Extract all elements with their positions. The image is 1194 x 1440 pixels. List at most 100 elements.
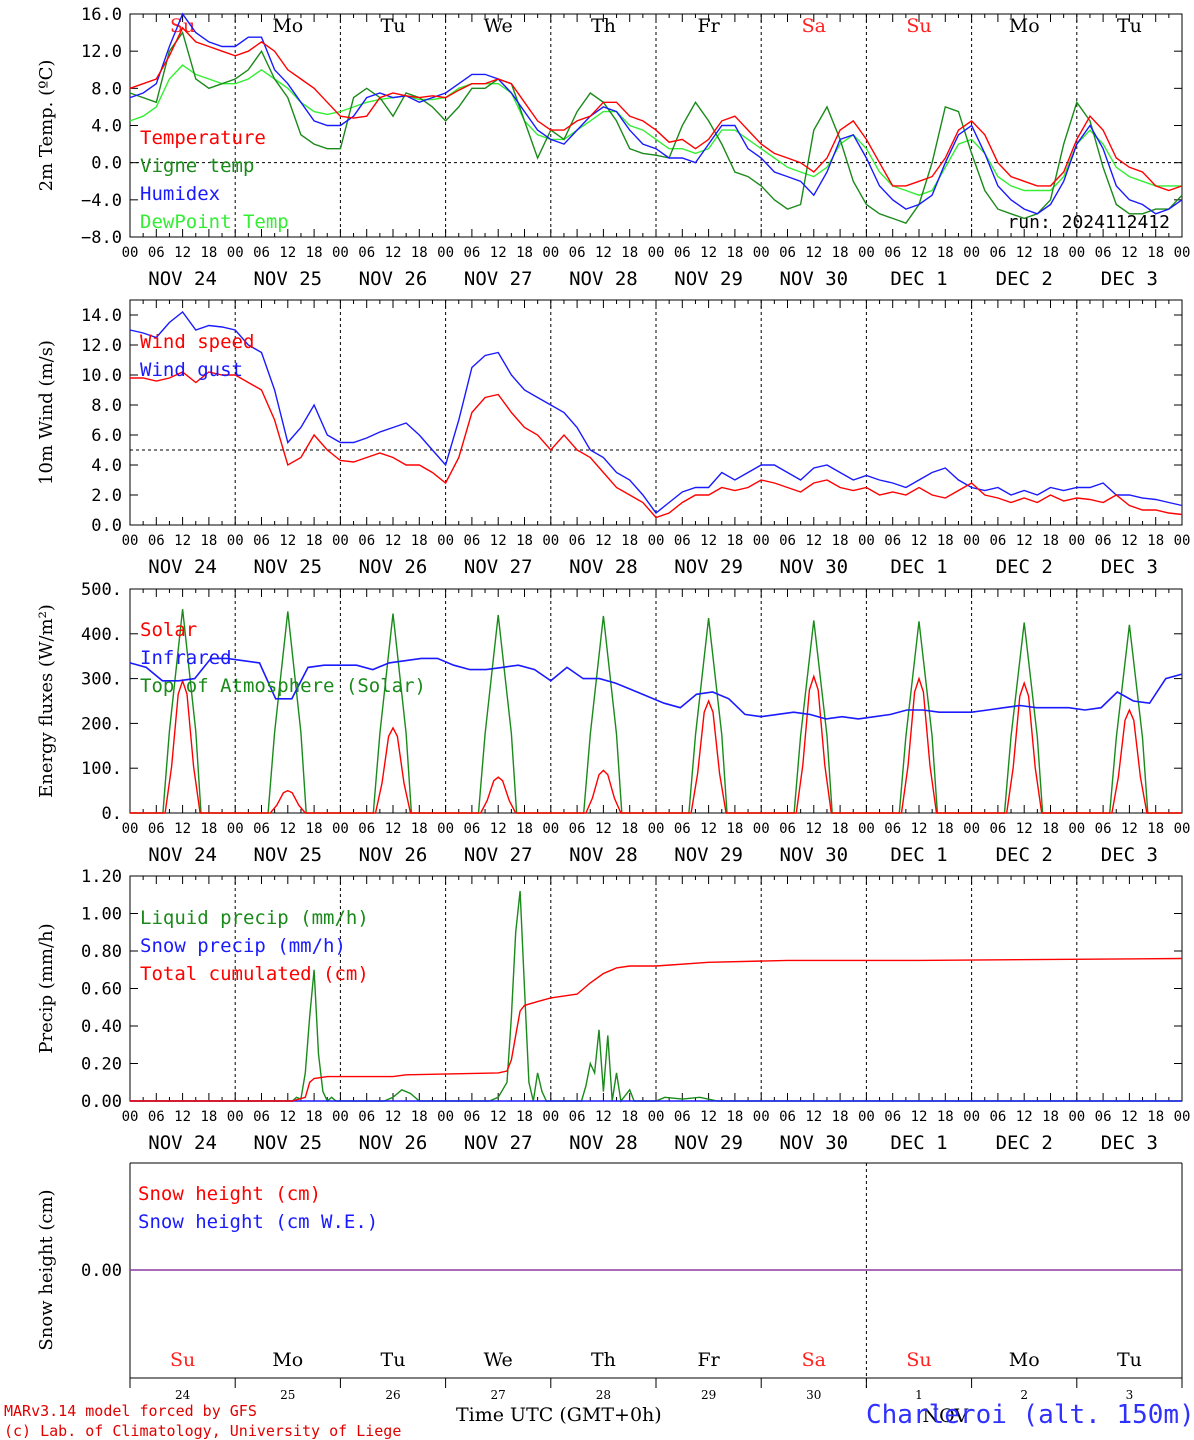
date-label: NOV 24 bbox=[148, 844, 217, 866]
x-tick-label: 12 bbox=[1121, 1109, 1138, 1125]
x-tick-label: 12 bbox=[805, 1109, 822, 1125]
date-label: NOV 28 bbox=[569, 556, 638, 578]
weekday-label: Th bbox=[591, 1349, 616, 1371]
x-tick-label: 12 bbox=[174, 245, 191, 261]
x-tick-label: 12 bbox=[911, 533, 928, 549]
x-tick-label: 18 bbox=[306, 821, 323, 837]
x-tick-label: 06 bbox=[569, 533, 586, 549]
x-tick-label: 00 bbox=[542, 1109, 559, 1125]
x-tick-label: 12 bbox=[1016, 821, 1033, 837]
date-label: NOV 28 bbox=[569, 844, 638, 866]
x-tick-label: 06 bbox=[1095, 245, 1112, 261]
weekday-label: Tu bbox=[1117, 1349, 1142, 1371]
y-axis-label: Energy fluxes (W/m²) bbox=[36, 604, 57, 798]
x-tick-label: 06 bbox=[148, 1109, 165, 1125]
x-tick-label: 18 bbox=[516, 533, 533, 549]
day-number-label: 27 bbox=[491, 1388, 506, 1402]
legend-entry: Snow height (cm) bbox=[138, 1183, 321, 1205]
series-line bbox=[130, 957, 1183, 1102]
x-tick-label: 06 bbox=[253, 821, 270, 837]
x-tick-label: 18 bbox=[832, 1109, 849, 1125]
x-tick-label: 18 bbox=[1147, 533, 1164, 549]
x-tick-label: 12 bbox=[805, 821, 822, 837]
date-label: NOV 26 bbox=[359, 556, 428, 578]
x-tick-label: 06 bbox=[148, 245, 165, 261]
x-tick-label: 00 bbox=[648, 1109, 665, 1125]
series-line bbox=[130, 674, 1182, 814]
x-tick-label: 00 bbox=[648, 821, 665, 837]
y-tick-label: 100. bbox=[81, 759, 122, 779]
x-tick-label: 12 bbox=[595, 821, 612, 837]
x-tick-label: 00 bbox=[1068, 1109, 1085, 1125]
x-tick-label: 18 bbox=[1042, 1109, 1059, 1125]
panel-3: 500. 400. 300. 200. 100. 0. Energy fluxes (W/m… bbox=[36, 580, 1190, 866]
x-tick-label: 00 bbox=[332, 533, 349, 549]
x-tick-label: 06 bbox=[884, 1109, 901, 1125]
x-tick-label: 00 bbox=[122, 821, 139, 837]
date-label: DEC 2 bbox=[996, 268, 1053, 290]
x-tick-label: 12 bbox=[911, 821, 928, 837]
y-tick-label: 2.0 bbox=[91, 486, 122, 506]
x-tick-label: 00 bbox=[963, 821, 980, 837]
x-tick-label: 06 bbox=[884, 245, 901, 261]
x-tick-label: 06 bbox=[569, 245, 586, 261]
x-tick-label: 00 bbox=[648, 245, 665, 261]
x-tick-label: 06 bbox=[148, 533, 165, 549]
x-tick-label: 18 bbox=[1147, 821, 1164, 837]
legend-entry: Infrared bbox=[140, 647, 232, 669]
weekday-label: We bbox=[484, 1349, 513, 1371]
x-tick-label: 12 bbox=[279, 533, 296, 549]
date-label: NOV 25 bbox=[253, 844, 322, 866]
weekday-label: Su bbox=[906, 15, 931, 37]
date-label: NOV 29 bbox=[674, 268, 743, 290]
legend-entry: Total cumulated (cm) bbox=[140, 963, 369, 985]
date-label: DEC 1 bbox=[890, 556, 947, 578]
x-tick-label: 00 bbox=[542, 821, 559, 837]
x-tick-label: 18 bbox=[726, 821, 743, 837]
x-tick-label: 06 bbox=[674, 1109, 691, 1125]
date-label: NOV 26 bbox=[359, 268, 428, 290]
x-tick-label: 18 bbox=[621, 821, 638, 837]
x-tick-label: 12 bbox=[279, 1109, 296, 1125]
x-tick-label: 18 bbox=[1042, 821, 1059, 837]
x-tick-label: 12 bbox=[174, 533, 191, 549]
x-tick-label: 06 bbox=[253, 245, 270, 261]
x-tick-label: 18 bbox=[200, 533, 217, 549]
legend-entry: Solar bbox=[140, 619, 197, 641]
x-tick-label: 06 bbox=[674, 245, 691, 261]
y-tick-label: 10.0 bbox=[81, 366, 122, 386]
lab-credit: (c) Lab. of Climatology, University of L… bbox=[4, 1422, 402, 1440]
x-tick-label: 00 bbox=[753, 821, 770, 837]
y-tick-label: 0.80 bbox=[81, 942, 122, 962]
weekday-label: Su bbox=[170, 1349, 195, 1371]
y-axis-label: Snow height (cm) bbox=[36, 1189, 57, 1350]
legend-entry: Snow precip (mm/h) bbox=[140, 935, 346, 957]
x-tick-label: 00 bbox=[332, 821, 349, 837]
date-label: NOV 30 bbox=[779, 844, 848, 866]
x-tick-label: 18 bbox=[937, 1109, 954, 1125]
legend-entry: Vigne temp bbox=[140, 155, 254, 177]
x-tick-label: 00 bbox=[858, 1109, 875, 1125]
x-tick-label: 00 bbox=[753, 245, 770, 261]
date-label: NOV 30 bbox=[779, 1132, 848, 1154]
x-tick-label: 00 bbox=[1068, 245, 1085, 261]
panel-frame bbox=[129, 13, 1183, 238]
date-label: NOV 27 bbox=[464, 1132, 533, 1154]
x-tick-label: 12 bbox=[174, 1109, 191, 1125]
x-tick-label: 00 bbox=[963, 533, 980, 549]
x-tick-label: 00 bbox=[1174, 533, 1191, 549]
x-tick-label: 18 bbox=[200, 821, 217, 837]
panel-frame bbox=[129, 299, 1183, 526]
x-tick-label: 12 bbox=[279, 821, 296, 837]
x-tick-label: 18 bbox=[306, 1109, 323, 1125]
x-tick-label: 06 bbox=[884, 821, 901, 837]
x-tick-label: 18 bbox=[726, 533, 743, 549]
x-tick-label: 18 bbox=[937, 533, 954, 549]
y-tick-label: 400. bbox=[81, 625, 122, 645]
x-tick-label: 18 bbox=[832, 245, 849, 261]
x-tick-label: 12 bbox=[911, 245, 928, 261]
panel-5: 0.00 Snow height (cm) Su 24 Mo 25 Tu 26 We 27 Th 28… bbox=[36, 1162, 1183, 1427]
day-number-label: 30 bbox=[806, 1388, 821, 1402]
x-tick-label: 00 bbox=[858, 245, 875, 261]
x-tick-label: 12 bbox=[1016, 1109, 1033, 1125]
